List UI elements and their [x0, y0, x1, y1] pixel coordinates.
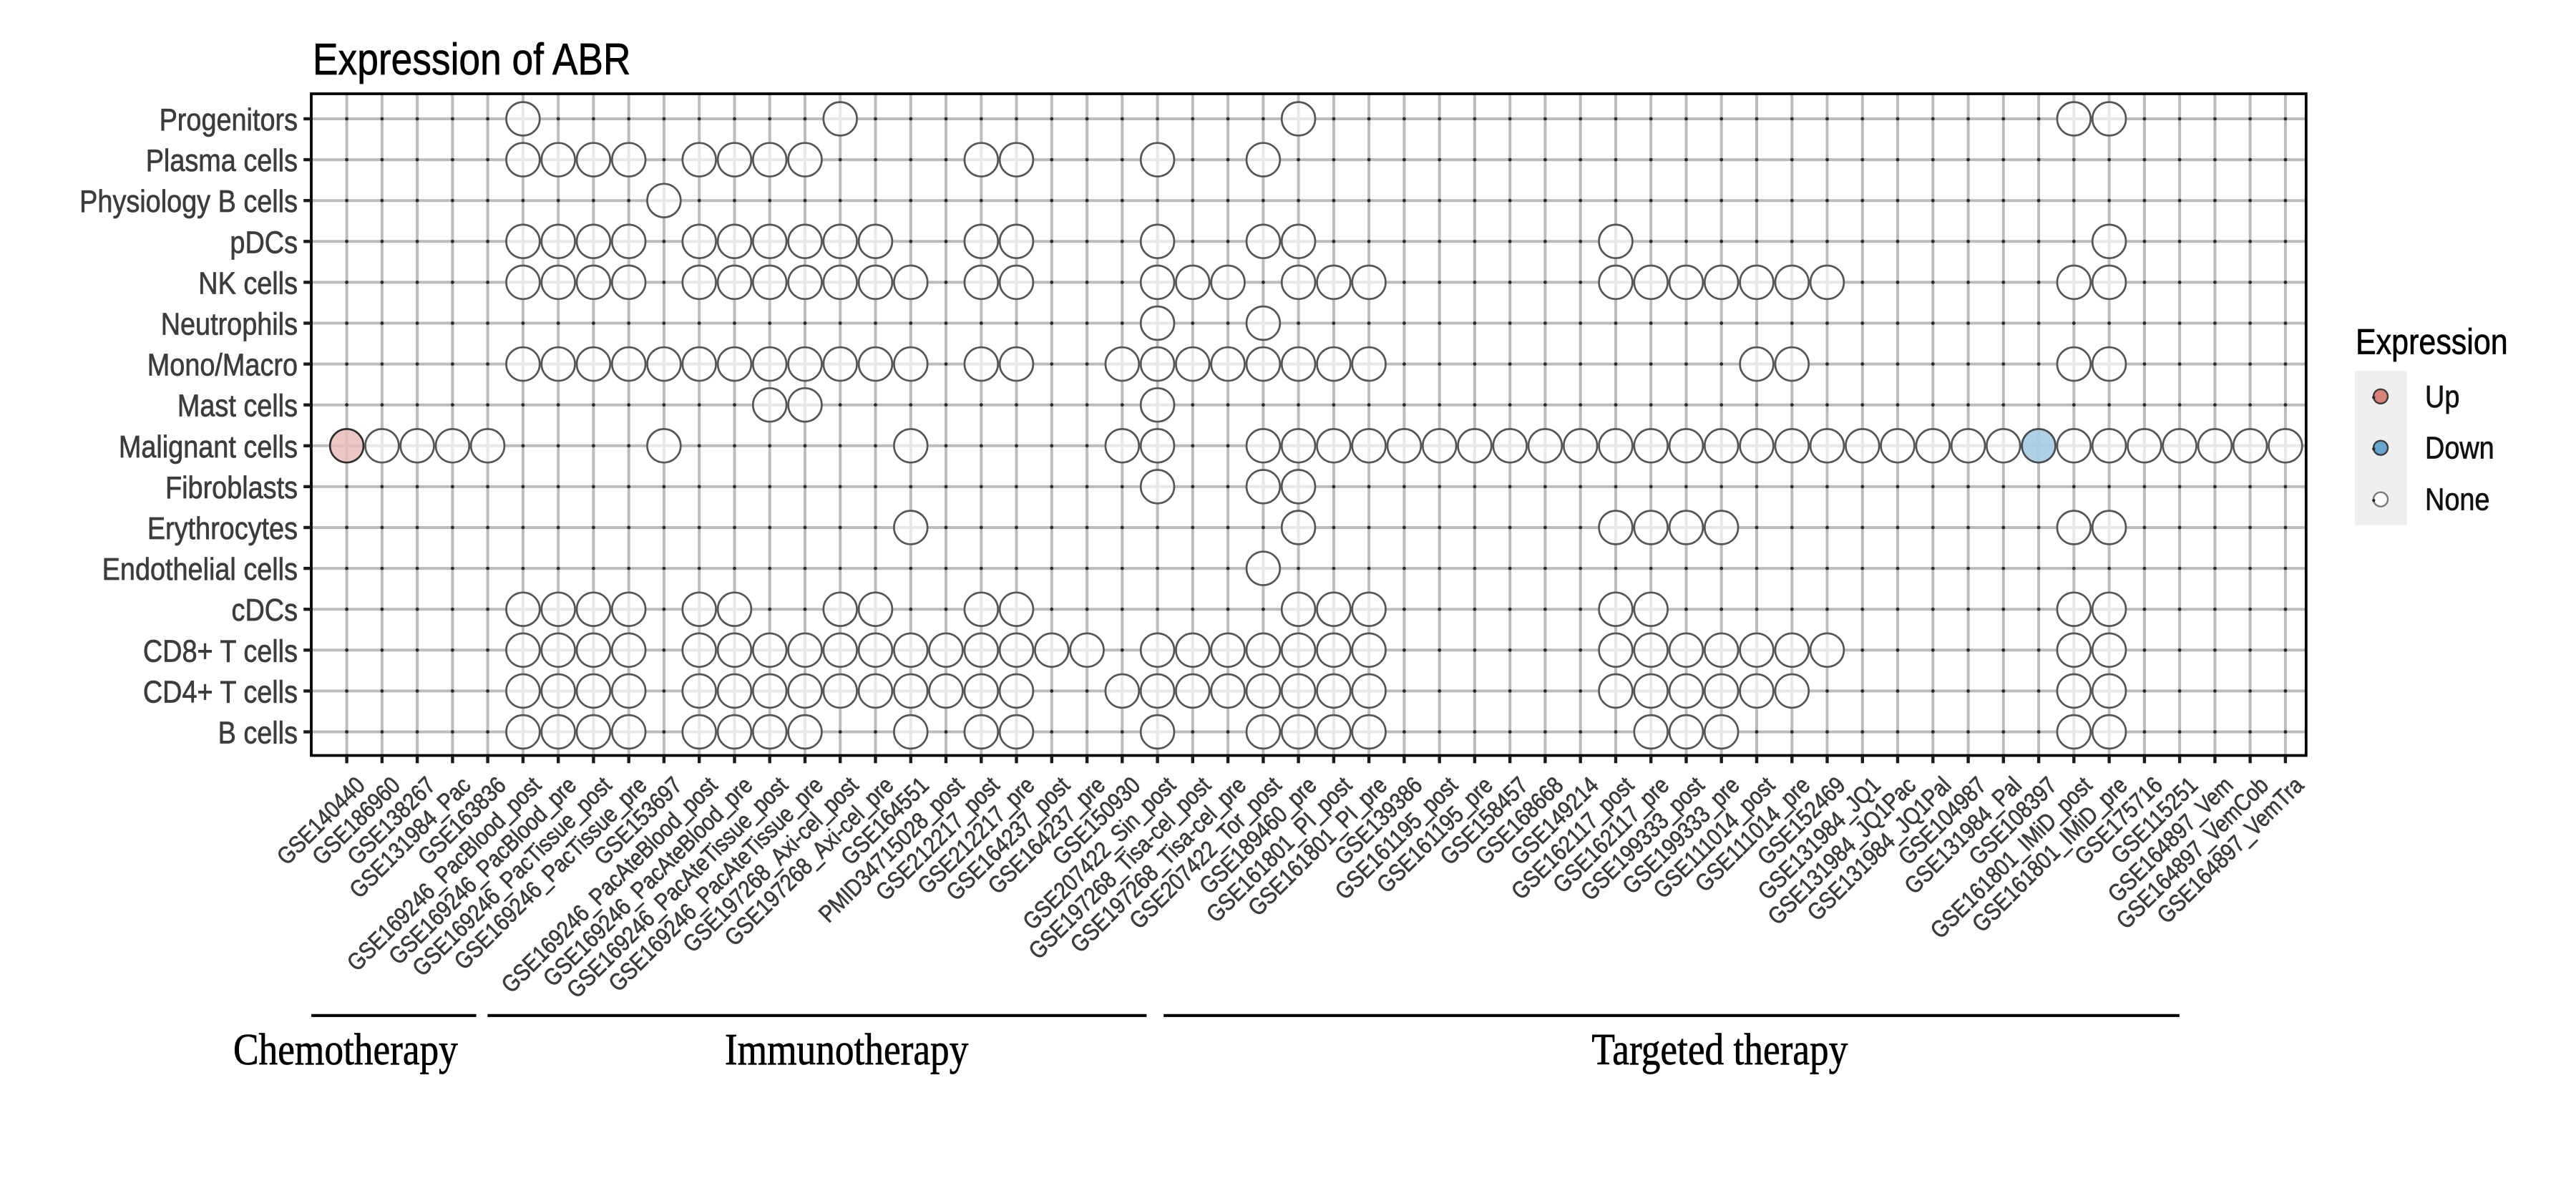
svg-text:NK cells: NK cells: [198, 266, 298, 301]
svg-text:Plasma cells: Plasma cells: [146, 142, 298, 178]
svg-text:Erythrocytes: Erythrocytes: [147, 510, 298, 545]
svg-text:Endothelial cells: Endothelial cells: [102, 551, 298, 586]
svg-text:Physiology B cells: Physiology B cells: [79, 184, 298, 219]
svg-text:Up: Up: [2425, 379, 2459, 414]
svg-text:Targeted therapy: Targeted therapy: [1591, 1024, 1848, 1074]
svg-text:cDCs: cDCs: [232, 593, 298, 628]
svg-text:None: None: [2425, 482, 2489, 517]
svg-text:Mast cells: Mast cells: [177, 388, 298, 423]
svg-text:CD4+ T cells: CD4+ T cells: [143, 674, 298, 709]
svg-text:Expression: Expression: [2356, 321, 2508, 361]
svg-text:Malignant cells: Malignant cells: [119, 429, 298, 464]
svg-text:Progenitors: Progenitors: [160, 102, 298, 137]
svg-text:Mono/Macro: Mono/Macro: [147, 347, 298, 382]
svg-text:pDCs: pDCs: [230, 225, 298, 260]
svg-text:B cells: B cells: [218, 715, 298, 750]
svg-text:CD8+ T cells: CD8+ T cells: [143, 633, 298, 669]
svg-text:Chemotherapy: Chemotherapy: [233, 1024, 458, 1074]
svg-text:Expression of ABR: Expression of ABR: [313, 35, 630, 84]
svg-text:Down: Down: [2425, 430, 2494, 465]
svg-text:Immunotherapy: Immunotherapy: [725, 1024, 969, 1074]
svg-text:Neutrophils: Neutrophils: [161, 306, 298, 341]
svg-text:Fibroblasts: Fibroblasts: [165, 470, 298, 505]
